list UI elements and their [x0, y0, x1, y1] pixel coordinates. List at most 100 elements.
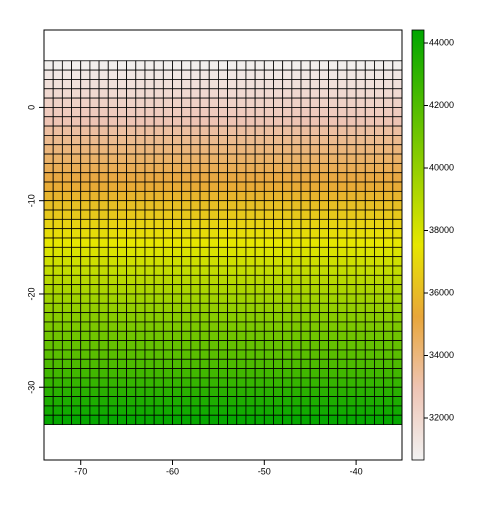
cell: [89, 153, 100, 164]
cell: [227, 293, 238, 304]
cell: [227, 256, 238, 267]
cell: [318, 190, 329, 202]
cell: [300, 284, 311, 295]
cell: [52, 116, 63, 127]
cell: [107, 330, 118, 342]
cell: [364, 135, 375, 146]
cell: [71, 60, 82, 71]
cell: [337, 107, 348, 118]
cell: [162, 135, 173, 146]
cell: [273, 172, 284, 183]
cell: [126, 386, 137, 397]
cell: [392, 293, 403, 304]
cell: [282, 190, 293, 202]
cell: [291, 97, 302, 108]
cell: [383, 340, 394, 351]
cell: [208, 246, 219, 258]
cell: [245, 265, 256, 276]
cell: [236, 107, 247, 118]
cell: [61, 218, 72, 230]
cell: [374, 293, 385, 304]
cell: [328, 358, 339, 369]
cell: [61, 162, 72, 174]
cell: [144, 181, 155, 192]
cell: [208, 256, 219, 267]
cell: [98, 265, 109, 276]
cell: [236, 69, 247, 80]
cell: [328, 88, 339, 99]
cell: [71, 116, 82, 127]
cell: [309, 153, 320, 164]
cell: [135, 190, 146, 202]
cell: [300, 97, 311, 108]
cell: [245, 358, 256, 369]
cell: [80, 69, 91, 80]
cell: [89, 228, 100, 239]
cell: [52, 396, 63, 407]
cell: [52, 79, 63, 90]
cell: [144, 386, 155, 397]
cell: [43, 284, 54, 295]
cell: [254, 69, 265, 80]
cell: [218, 274, 228, 286]
cell: [328, 228, 339, 239]
cell: [300, 135, 311, 146]
cell: [273, 274, 284, 286]
cell: [199, 256, 210, 267]
cell: [126, 340, 137, 351]
cell: [172, 377, 183, 388]
cell: [263, 293, 274, 304]
cell: [309, 330, 320, 342]
cell: [153, 190, 164, 202]
cell: [98, 97, 109, 108]
cell: [80, 125, 91, 136]
cell: [98, 274, 109, 286]
cell: [135, 405, 146, 416]
cell: [153, 88, 164, 99]
cell: [282, 405, 293, 416]
cell: [263, 340, 274, 351]
cell: [71, 69, 82, 80]
cell: [80, 256, 91, 267]
cell: [309, 209, 320, 220]
cell: [263, 396, 274, 407]
cell: [80, 200, 91, 211]
cell: [291, 405, 302, 416]
cell: [318, 116, 329, 127]
cell: [374, 377, 385, 388]
cell: [309, 144, 320, 155]
cell: [80, 237, 91, 248]
cell: [52, 284, 63, 295]
cell: [190, 302, 201, 314]
cell: [346, 265, 357, 276]
cell: [328, 237, 339, 248]
cell: [199, 190, 210, 202]
cell: [236, 153, 247, 164]
cell: [52, 69, 63, 80]
cell: [218, 377, 228, 388]
cell: [43, 256, 54, 267]
cell: [126, 144, 137, 155]
cell: [218, 218, 228, 230]
cell: [98, 321, 109, 332]
cell: [181, 135, 192, 146]
cell: [71, 125, 82, 136]
cell: [227, 340, 238, 351]
cell: [355, 312, 366, 323]
cell: [291, 256, 302, 267]
cell: [190, 377, 201, 388]
cell: [218, 256, 228, 267]
cell: [126, 312, 137, 323]
cell: [273, 330, 284, 342]
cell: [89, 88, 100, 99]
cell: [282, 162, 293, 174]
cell: [374, 69, 385, 80]
cell: [291, 284, 302, 295]
cell: [43, 69, 54, 80]
cell: [364, 153, 375, 164]
cell: [300, 125, 311, 136]
cell: [318, 181, 329, 192]
cell: [282, 312, 293, 323]
cell: [383, 256, 394, 267]
cell: [346, 377, 357, 388]
